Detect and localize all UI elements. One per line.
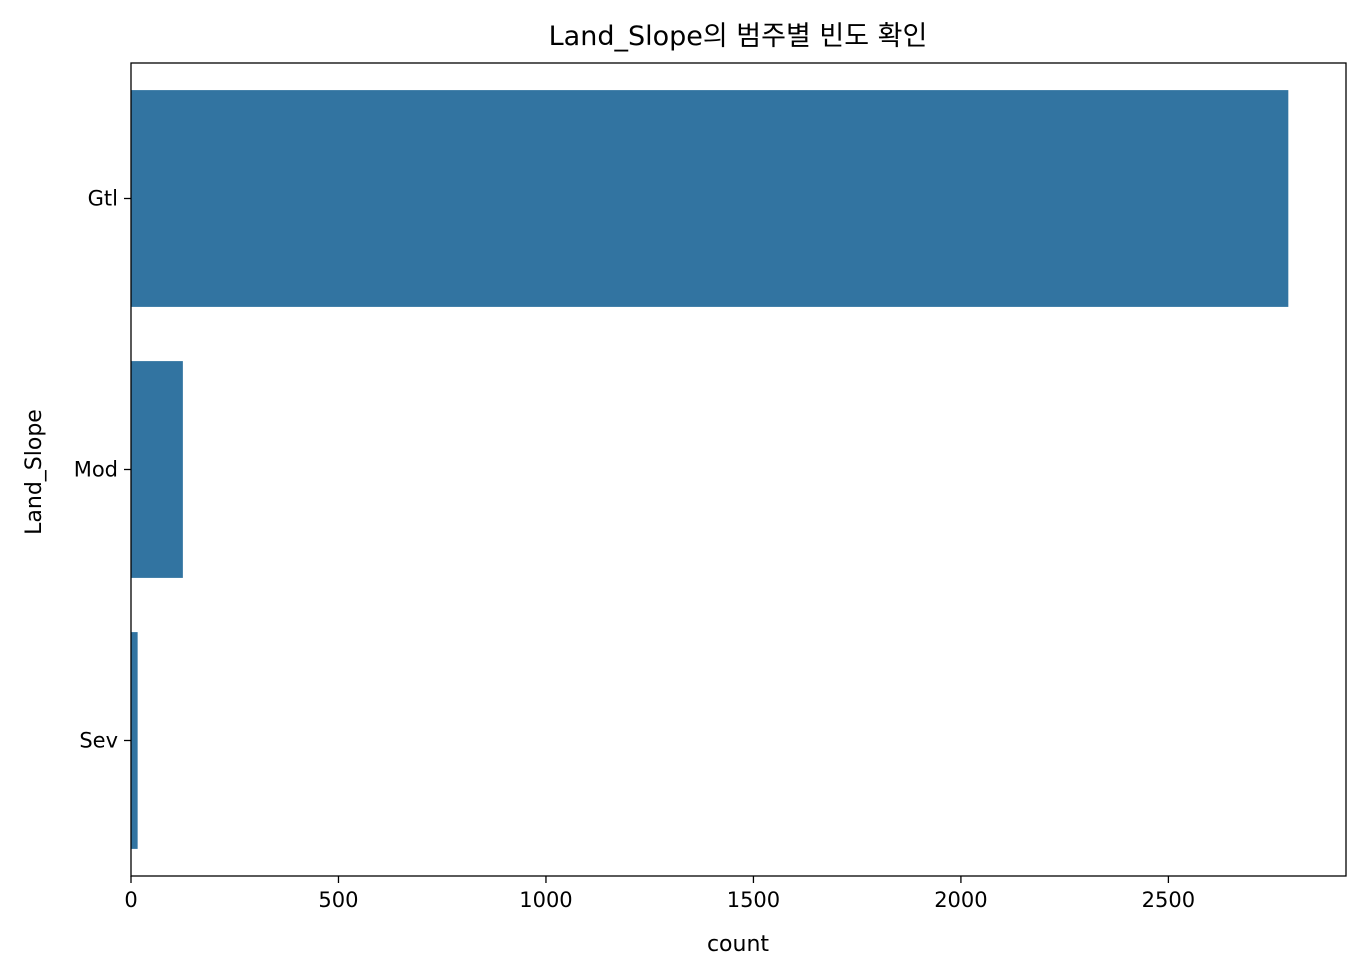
x-tick-label: 2000 [934,888,987,912]
chart-title: Land_Slope의 범주별 빈도 확인 [549,21,928,52]
x-axis-ticks: 0 500 1000 1500 2000 2500 [124,876,1195,912]
y-tick-label: Sev [79,729,118,753]
y-axis-label: Land_Slope [22,409,47,535]
x-tick-label: 500 [318,888,358,912]
bar-gtl [131,90,1289,307]
y-tick-label: Mod [74,458,118,482]
bar-sev [131,632,138,849]
x-tick-label: 1000 [519,888,572,912]
x-axis-label: count [707,932,769,957]
bars-group [131,90,1289,849]
bar-mod [131,361,183,578]
y-axis-ticks: Gtl Mod Sev [74,187,131,753]
x-tick-label: 0 [124,888,137,912]
plot-frame [130,62,1347,877]
x-tick-label: 1500 [727,888,780,912]
y-tick-label: Gtl [88,187,118,211]
x-tick-label: 2500 [1142,888,1195,912]
